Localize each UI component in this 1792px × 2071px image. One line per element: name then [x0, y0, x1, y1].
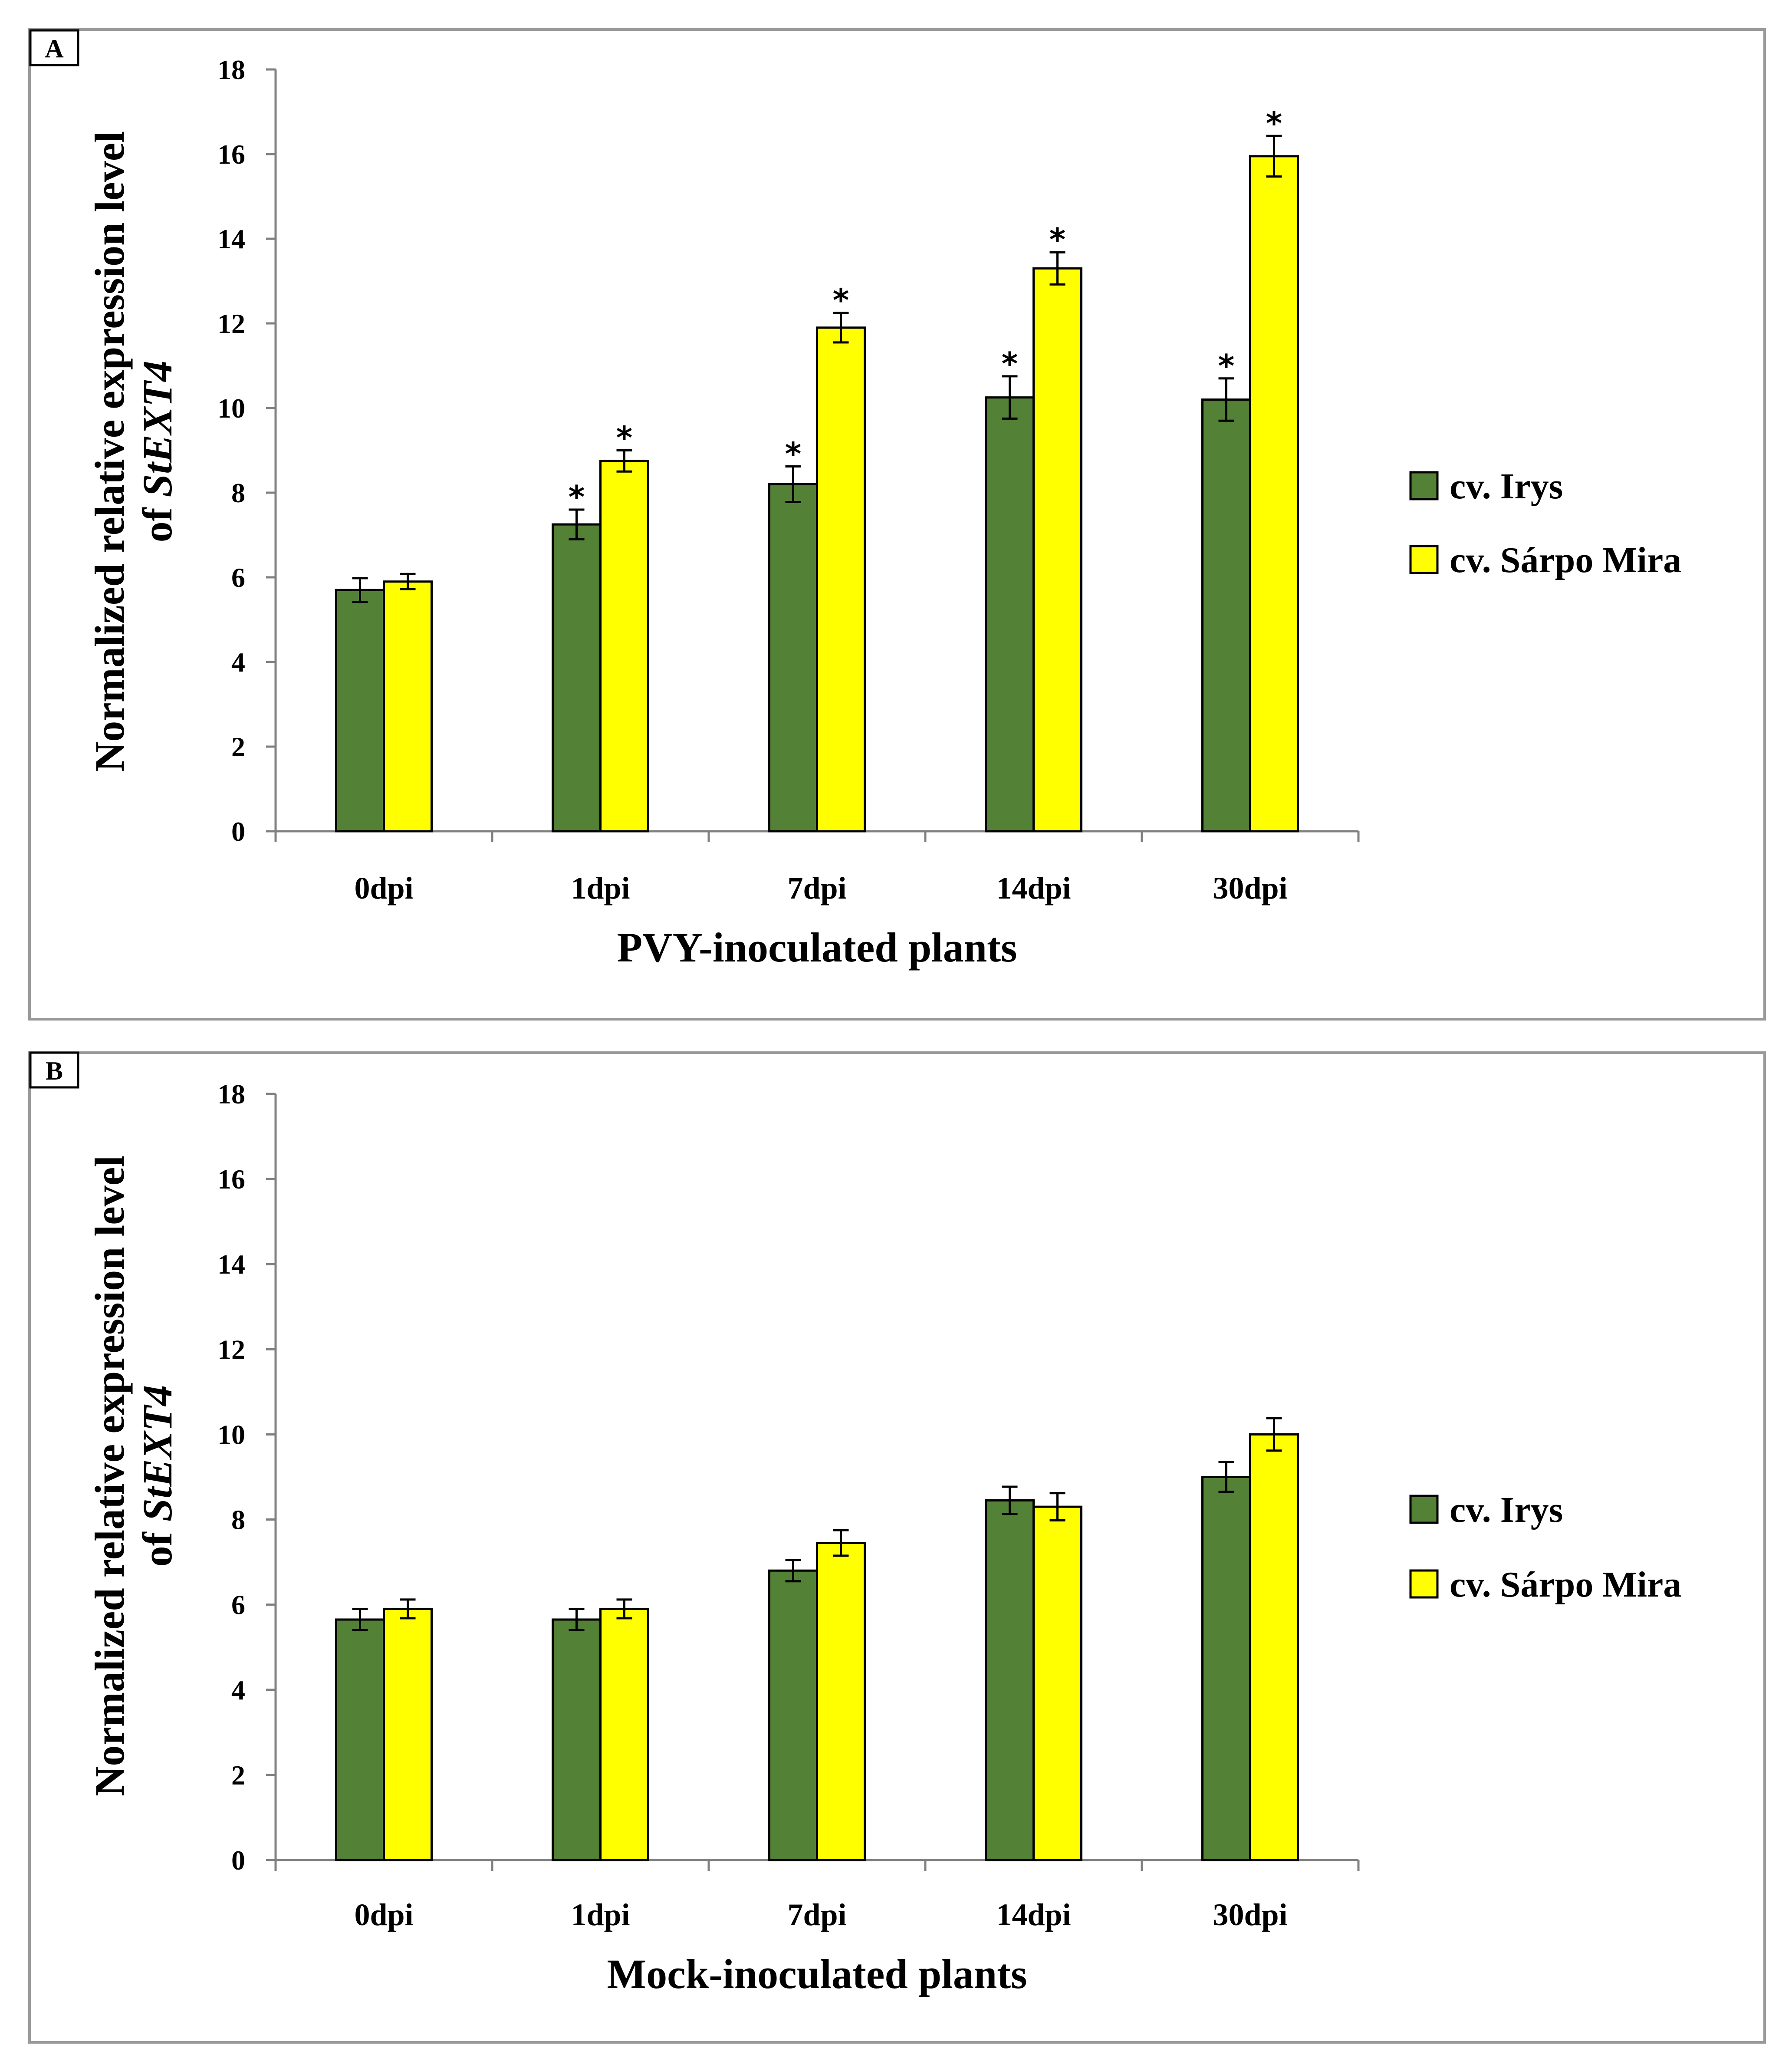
significance-marker: * [833, 282, 849, 319]
y-axis-label-line1: Normalized relative expression level [86, 1156, 133, 1796]
legend-label-irys: cv. Irys [1450, 466, 1563, 507]
x-tick-label: 0dpi [354, 871, 413, 905]
bar-sarpo-mira [383, 1607, 433, 1861]
x-tick-label: 7dpi [787, 1897, 846, 1932]
bar-sarpo-mira [1032, 1505, 1082, 1861]
y-tick-label: 4 [231, 647, 245, 678]
x-tick-label: 7dpi [787, 871, 846, 905]
y-tick-label: 4 [231, 1675, 245, 1706]
y-axis-label: Normalized relative expression levelof S… [86, 131, 181, 772]
x-tick-label: 1dpi [571, 1897, 630, 1932]
legend-swatch-irys [1409, 1495, 1439, 1524]
y-tick-label: 10 [217, 1419, 245, 1450]
bar-irys [335, 1618, 385, 1861]
y-tick-label: 10 [217, 393, 245, 424]
panel-frame [28, 28, 1766, 1021]
bar-irys [552, 523, 602, 833]
legend-swatch-sarpo-mira [1409, 545, 1439, 574]
y-tick-label: 6 [231, 562, 245, 593]
y-tick-label: 8 [231, 1505, 245, 1535]
panel-label: A [45, 34, 63, 63]
x-tick-label: 1dpi [571, 871, 630, 905]
bar-irys [985, 1499, 1035, 1861]
bar-sarpo-mira [816, 1541, 866, 1861]
y-tick-label: 6 [231, 1590, 245, 1620]
y-tick-label: 14 [217, 224, 245, 254]
bar-sarpo-mira [383, 580, 433, 833]
legend-swatch-sarpo-mira [1409, 1569, 1439, 1599]
significance-marker: * [1002, 346, 1018, 382]
y-axis-label-gene: StEXT4 [134, 361, 181, 497]
y-tick-label: 0 [231, 816, 245, 847]
x-axis-label: PVY-inoculated plants [617, 924, 1017, 971]
panel-label-box [29, 1051, 79, 1089]
bar-irys [768, 1569, 818, 1861]
x-tick-label: 30dpi [1213, 1897, 1287, 1932]
y-axis-label-gene: StEXT4 [134, 1385, 181, 1522]
panel-label-box [29, 29, 79, 66]
bar-sarpo-mira [1249, 1433, 1299, 1861]
y-tick-label: 16 [217, 1164, 245, 1195]
y-tick-label: 18 [217, 1079, 245, 1110]
panel-frame [28, 1051, 1766, 2044]
x-tick-label: 0dpi [354, 1897, 413, 1932]
y-axis-label-line1: Normalized relative expression level [86, 131, 133, 772]
y-tick-label: 18 [217, 54, 245, 85]
y-axis-label: Normalized relative expression levelof S… [86, 1156, 181, 1796]
bar-irys [335, 589, 385, 833]
x-axis-label: Mock-inoculated plants [607, 1951, 1027, 1997]
significance-marker: * [1218, 348, 1235, 384]
chart-panel-a: A 0 2 4 6 8 10 12 14 16 18 0dpi 1dpi 7dpi 14dpi 30dpi * *… [28, 28, 1766, 1021]
y-tick-label: 12 [217, 1334, 245, 1365]
significance-marker: * [569, 479, 585, 515]
y-axis-label-line2: of [134, 1521, 181, 1567]
bar-sarpo-mira [816, 326, 866, 833]
y-axis-label-line2: of [134, 497, 181, 542]
bar-sarpo-mira [599, 1607, 649, 1861]
significance-marker: * [1266, 105, 1282, 142]
significance-marker: * [785, 436, 802, 472]
legend-label-sarpo-mira: cv. Sárpo Mira [1450, 540, 1681, 580]
x-tick-label: 30dpi [1213, 871, 1287, 905]
bar-sarpo-mira [1032, 267, 1082, 833]
y-tick-label: 14 [217, 1249, 245, 1280]
significance-marker: * [616, 420, 633, 456]
y-tick-label: 2 [231, 731, 245, 762]
x-tick-label: 14dpi [996, 871, 1071, 905]
x-tick-label: 14dpi [996, 1897, 1071, 1932]
y-tick-label: 0 [231, 1845, 245, 1876]
bar-irys [768, 483, 818, 833]
panel-label: B [46, 1057, 63, 1085]
legend-swatch-irys [1409, 471, 1439, 500]
legend-label-sarpo-mira: cv. Sárpo Mira [1450, 1564, 1681, 1605]
bar-irys [552, 1618, 602, 1861]
y-tick-label: 8 [231, 477, 245, 508]
y-tick-label: 2 [231, 1760, 245, 1791]
legend-label-irys: cv. Irys [1450, 1490, 1563, 1530]
bar-sarpo-mira [599, 460, 649, 833]
significance-marker: * [1049, 221, 1066, 258]
bar-irys [1201, 398, 1251, 833]
y-tick-label: 12 [217, 308, 245, 339]
y-tick-label: 16 [217, 139, 245, 170]
bar-irys [985, 396, 1035, 833]
bar-irys [1201, 1476, 1251, 1861]
bar-sarpo-mira [1249, 155, 1299, 833]
chart-panel-b: B 0 2 4 6 8 10 12 14 16 18 0dpi 1dpi 7dpi 14dpi 30dpi No… [28, 1051, 1766, 2044]
